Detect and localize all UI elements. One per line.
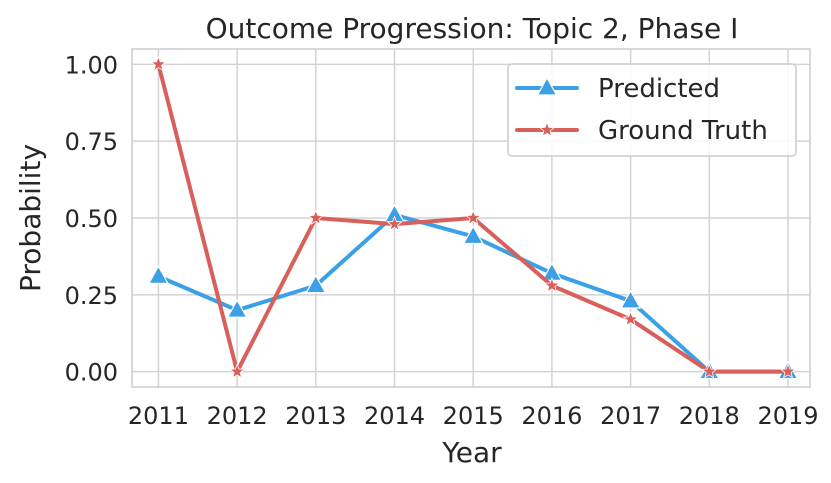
data-point-ground-truth <box>386 215 403 232</box>
x-tick-label: 2017 <box>600 402 661 430</box>
y-tick-label: 0.50 <box>65 205 118 233</box>
x-tick-label: 2015 <box>443 402 504 430</box>
chart-title: Outcome Progression: Topic 2, Phase I <box>206 12 739 45</box>
y-tick-label: 0.00 <box>65 359 118 387</box>
legend-label-predicted: Predicted <box>598 74 720 104</box>
data-point-predicted <box>620 289 642 309</box>
x-tick-label: 2018 <box>679 402 740 430</box>
x-tick-label: 2019 <box>757 402 818 430</box>
series-ground-truth <box>150 55 797 379</box>
data-point-predicted <box>462 225 484 245</box>
legend-marker-predicted <box>536 76 558 96</box>
data-point-ground-truth <box>228 363 246 379</box>
legend-box <box>507 63 797 157</box>
y-tick-labels: 0.00 0.25 0.50 0.75 1.00 <box>65 51 118 386</box>
x-tick-label: 2016 <box>521 402 582 430</box>
data-point-ground-truth <box>465 209 482 225</box>
data-point-ground-truth <box>307 209 325 225</box>
x-axis-label: Year <box>441 436 502 469</box>
y-tick-label: 1.00 <box>65 51 118 79</box>
data-point-ground-truth <box>543 276 561 293</box>
y-tick-label: 0.75 <box>65 128 118 156</box>
plot-frame <box>131 48 811 388</box>
data-point-ground-truth <box>150 55 167 72</box>
y-axis-label: Probability <box>14 144 47 292</box>
data-point-ground-truth <box>701 363 718 379</box>
x-tick-label: 2013 <box>285 402 346 430</box>
x-tick-labels: 2011 2012 2013 2014 2015 2016 2017 2018 2019 <box>128 402 819 430</box>
x-tick-label: 2012 <box>207 402 268 430</box>
data-point-predicted <box>147 265 169 284</box>
data-point-predicted <box>226 298 248 318</box>
series-layer <box>147 55 799 380</box>
y-tick-label: 0.25 <box>65 282 118 310</box>
x-tick-label: 2011 <box>128 402 189 430</box>
x-tick-label: 2014 <box>364 402 425 430</box>
data-point-ground-truth <box>779 363 797 379</box>
data-point-predicted <box>305 274 327 294</box>
legend-label-ground-truth: Ground Truth <box>598 116 768 146</box>
data-point-ground-truth <box>622 310 639 327</box>
legend: Predicted Ground Truth <box>507 63 797 157</box>
legend-marker-ground-truth <box>538 121 556 137</box>
